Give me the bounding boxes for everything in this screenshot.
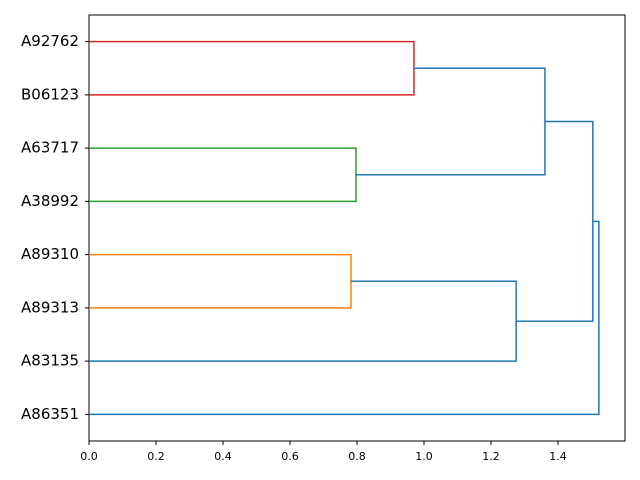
link — [355, 67, 546, 176]
link — [516, 120, 594, 322]
x-tick-label: 0.6 — [281, 450, 299, 463]
leaf-label: A89310 — [21, 245, 79, 263]
x-tick-label: 1.2 — [482, 450, 500, 463]
x-tick-label: 1.4 — [549, 450, 567, 463]
link — [89, 147, 357, 203]
x-tick-label: 0.2 — [147, 450, 165, 463]
x-tick-label: 0.0 — [80, 450, 98, 463]
link — [89, 220, 600, 416]
leaf-label: A38992 — [21, 192, 79, 210]
leaf-label: A63717 — [21, 139, 79, 157]
leaf-label: A86351 — [21, 405, 79, 423]
leaf-label: A89313 — [21, 298, 79, 316]
leaf-label: A83135 — [21, 352, 79, 370]
link — [89, 40, 415, 96]
link — [89, 253, 352, 309]
x-tick-label: 0.4 — [214, 450, 232, 463]
leaf-label: A92762 — [21, 32, 79, 50]
x-tick-label: 0.8 — [348, 450, 366, 463]
link — [89, 280, 517, 362]
x-tick-label: 1.0 — [415, 450, 433, 463]
leaf-label: B06123 — [21, 85, 79, 103]
